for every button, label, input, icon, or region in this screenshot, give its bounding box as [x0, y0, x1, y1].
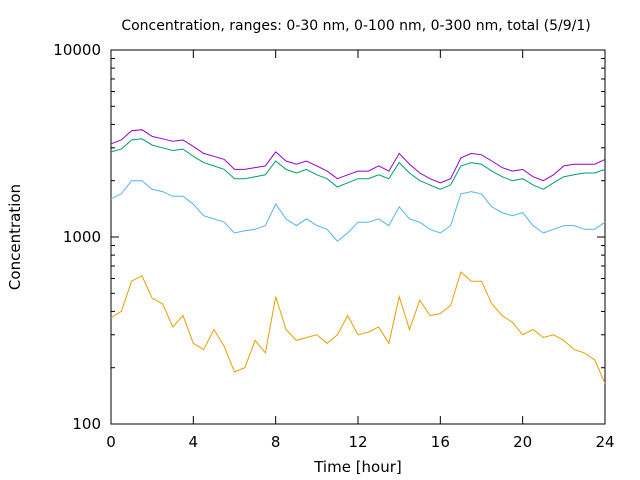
y-tick-label: 1000: [63, 228, 101, 246]
plot-area: [110, 129, 606, 384]
series-line-3: [110, 138, 606, 190]
x-tick-label: 20: [513, 433, 532, 451]
x-tick-label: 16: [431, 433, 450, 451]
series-line-2: [110, 180, 606, 242]
x-tick-label: 4: [189, 433, 199, 451]
x-tick-label: 0: [106, 433, 116, 451]
y-axis: 100 1000 10000: [53, 41, 605, 433]
plot-frame: [110, 49, 606, 425]
x-axis: 0 4 8 12 16 20 24: [106, 50, 615, 451]
x-tick-label: 12: [348, 433, 367, 451]
x-tick-label: 8: [271, 433, 281, 451]
y-tick-label: 100: [72, 415, 101, 433]
y-axis-label: Concentration: [6, 184, 24, 290]
series-line-1: [110, 271, 606, 384]
chart-title: Concentration, ranges: 0-30 nm, 0-100 nm…: [121, 18, 590, 34]
x-axis-label: Time [hour]: [313, 458, 402, 476]
series-line-4: [110, 129, 606, 184]
y-tick-label: 10000: [53, 41, 101, 59]
x-tick-label: 24: [595, 433, 614, 451]
